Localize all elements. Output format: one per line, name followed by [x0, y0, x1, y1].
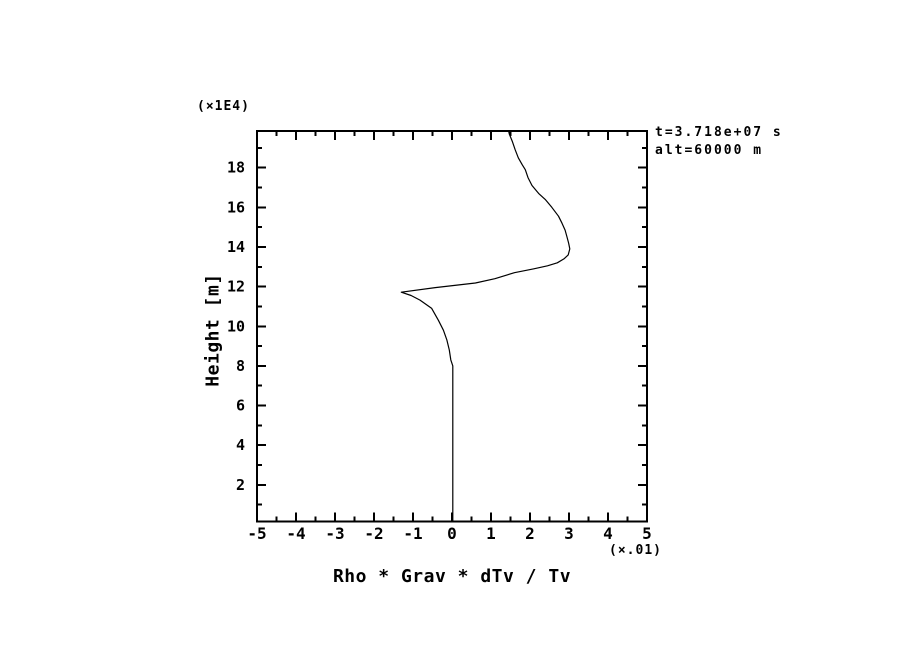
x-tick-label: -3 — [325, 524, 344, 543]
x-tick-label: -4 — [286, 524, 305, 543]
time-annotation: t=3.718e+07 s — [655, 125, 783, 140]
y-tick-labels: 2 4 6 8 10 12 14 16 18 — [227, 159, 245, 494]
y-tick-label: 4 — [236, 436, 245, 454]
y-tick-label: 10 — [227, 317, 245, 335]
y-tick-label: 8 — [236, 357, 245, 375]
x-tick-label: -1 — [403, 524, 422, 543]
x-tick-label: 1 — [486, 524, 496, 543]
y-tick-label: 14 — [227, 238, 245, 256]
x-tick-label: 4 — [603, 524, 613, 543]
plot-frame — [256, 130, 648, 523]
y-tick-label: 2 — [236, 476, 245, 494]
x-tick-label: 0 — [447, 524, 457, 543]
x-tick-label: -2 — [364, 524, 383, 543]
x-tick-label: 2 — [525, 524, 535, 543]
y-tick-label: 6 — [236, 397, 245, 415]
axis-ticks — [256, 131, 648, 522]
y-tick-label: 16 — [227, 198, 245, 216]
x-tick-label: 5 — [642, 524, 652, 543]
y-axis-title: Height [m] — [202, 273, 224, 387]
x-tick-label: -5 — [247, 524, 266, 543]
altitude-annotation: alt=60000 m — [655, 143, 764, 158]
y-tick-label: 18 — [227, 159, 245, 177]
x-axis-scale-note: (×.01) — [609, 543, 662, 558]
x-tick-labels: -5 -4 -3 -2 -1 0 1 2 3 4 5 — [247, 524, 651, 543]
x-tick-label: 3 — [564, 524, 574, 543]
y-tick-label: 12 — [227, 278, 245, 296]
x-axis-title: Rho * Grav * dTv / Tv — [332, 566, 572, 587]
y-axis-scale-note: (×1E4) — [197, 99, 250, 114]
profile-curve — [400, 130, 571, 522]
